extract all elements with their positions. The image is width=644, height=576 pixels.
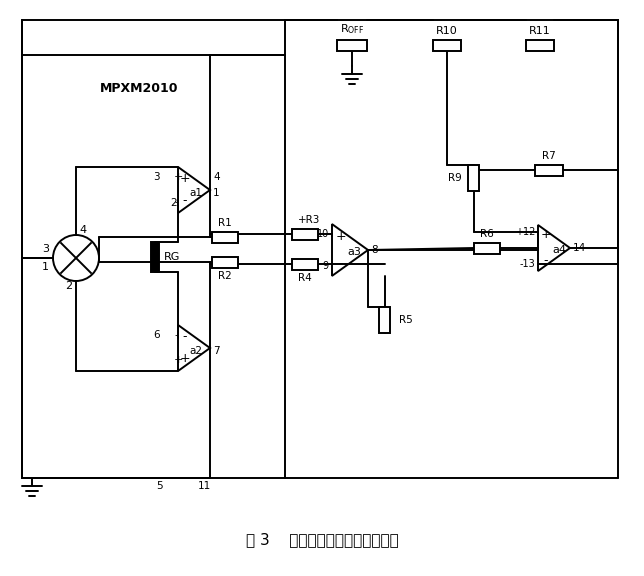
Text: +: + — [174, 172, 184, 182]
Text: +: + — [174, 355, 184, 365]
Bar — [379, 307, 390, 333]
Text: 14: 14 — [573, 243, 586, 253]
Bar — [292, 229, 318, 240]
Text: R7: R7 — [542, 151, 556, 161]
Text: -: - — [174, 197, 178, 207]
Text: MPXM2010: MPXM2010 — [100, 81, 178, 94]
Text: -: - — [544, 255, 548, 267]
Bar — [526, 40, 554, 51]
Text: 3: 3 — [153, 172, 160, 182]
Text: a4: a4 — [552, 245, 566, 255]
Text: R1: R1 — [218, 218, 232, 228]
Text: 2: 2 — [171, 198, 177, 208]
Text: R4: R4 — [298, 273, 312, 283]
Text: +: + — [336, 229, 346, 242]
Text: RG: RG — [164, 252, 180, 262]
Text: 3: 3 — [42, 244, 49, 254]
Text: 5: 5 — [156, 481, 164, 491]
Text: +: + — [180, 172, 191, 185]
Text: 图 3    压力传感器模块设计原理图: 图 3 压力传感器模块设计原理图 — [245, 532, 399, 548]
Text: +R3: +R3 — [298, 215, 320, 225]
Text: a2: a2 — [189, 346, 202, 356]
Text: a1: a1 — [189, 188, 202, 198]
Text: +12: +12 — [515, 227, 535, 237]
Text: 10: 10 — [317, 229, 329, 239]
Text: -: - — [183, 195, 187, 207]
Text: 4: 4 — [79, 225, 86, 235]
Text: 7: 7 — [213, 346, 220, 356]
Text: 1: 1 — [42, 262, 49, 272]
Text: R11: R11 — [529, 26, 551, 36]
Bar — [292, 259, 318, 270]
Text: 1: 1 — [213, 188, 220, 198]
Text: -: - — [174, 330, 178, 340]
Text: 6: 6 — [153, 330, 160, 340]
Text: R10: R10 — [436, 26, 458, 36]
Bar — [337, 40, 367, 51]
Text: R9: R9 — [448, 173, 462, 183]
Text: 2: 2 — [66, 281, 73, 291]
Text: 9: 9 — [323, 261, 329, 271]
Text: 8: 8 — [371, 245, 377, 255]
Bar — [468, 165, 480, 191]
Text: +: + — [541, 229, 551, 241]
Bar — [212, 256, 238, 267]
Bar — [212, 232, 238, 242]
Text: 11: 11 — [197, 481, 211, 491]
Text: R6: R6 — [480, 229, 494, 239]
Text: R2: R2 — [218, 271, 232, 281]
Text: -: - — [339, 257, 343, 271]
Bar — [474, 242, 500, 253]
Text: +: + — [180, 353, 191, 366]
Bar — [433, 40, 461, 51]
Text: -: - — [183, 331, 187, 343]
Text: R$_{\mathregular{OFF}}$: R$_{\mathregular{OFF}}$ — [340, 22, 365, 36]
Text: -13: -13 — [519, 259, 535, 269]
Text: R5: R5 — [399, 315, 413, 325]
Text: 4: 4 — [213, 172, 220, 182]
Text: a3: a3 — [347, 247, 361, 257]
Bar — [535, 165, 563, 176]
Bar — [151, 242, 159, 272]
